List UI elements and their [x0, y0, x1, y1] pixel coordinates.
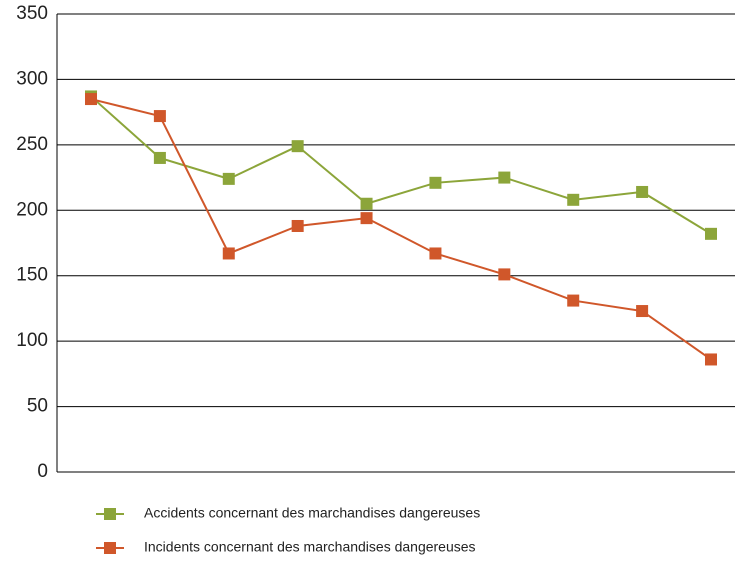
series-line [90, 95, 712, 235]
legend-marker [104, 508, 116, 520]
point-marker [705, 353, 717, 366]
point-marker [85, 93, 97, 106]
y-tick-label: 350 [16, 3, 48, 24]
point-marker [222, 247, 235, 260]
point-marker [429, 176, 442, 189]
series-line [90, 98, 712, 361]
point-marker [153, 110, 166, 123]
point-marker [360, 212, 373, 225]
point-marker [291, 219, 304, 232]
point-marker [498, 268, 511, 281]
point-marker [153, 151, 166, 164]
point-marker [636, 185, 649, 198]
point-marker [291, 140, 304, 153]
y-tick-label: 50 [27, 396, 48, 417]
legend-label: Incidents concernant des marchandises da… [144, 539, 476, 555]
y-tick-label: 0 [37, 461, 48, 482]
point-marker [567, 294, 580, 307]
y-tick-label: 250 [16, 134, 48, 155]
point-marker [567, 193, 580, 206]
point-marker [498, 171, 511, 184]
y-tick-label: 150 [16, 265, 48, 286]
legend-label: Accidents concernant des marchandises da… [144, 505, 480, 521]
point-marker [636, 305, 649, 318]
y-tick-label: 200 [16, 199, 48, 220]
point-marker [429, 247, 442, 260]
y-tick-label: 100 [16, 330, 48, 351]
point-marker [705, 227, 717, 240]
y-tick-label: 300 [16, 68, 48, 89]
legend-marker [104, 542, 116, 554]
point-marker [222, 172, 235, 185]
point-marker [360, 197, 373, 210]
